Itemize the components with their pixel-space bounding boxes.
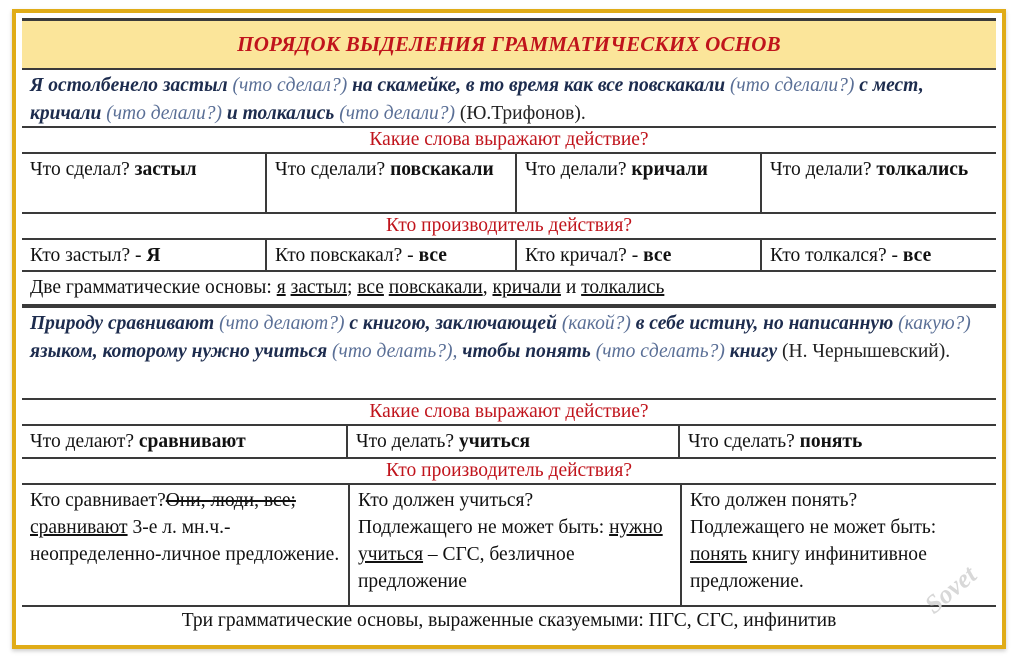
cell: Что делали? кричали [517,154,762,212]
question: (что делали?) [339,103,455,124]
question: (что сделали?) [729,75,855,96]
table-frame: ПОРЯДОК ВЫДЕЛЕНИЯ ГРАММАТИЧЕСКИХ ОСНОВ Я… [12,9,1006,649]
cell: Две грамматические основы: я застыл; все… [30,277,665,298]
cell: Кто должен учиться? Подлежащего не может … [350,485,682,605]
cell: Что сделал? застыл [22,154,267,212]
sentence-part: с мест, кричали [30,75,924,124]
question: (что сделал?) [232,75,348,96]
cell: Кто повскакал? - все [267,240,517,270]
cell: Что делать? учиться [348,426,680,457]
cell: Что делают? сравнивают [22,426,348,457]
section-header: Какие слова выражают действие? [22,400,996,426]
agent-row-1: Кто застыл? - Я Кто повскакал? - все Кто… [22,240,996,272]
section-header: Кто производитель действия? [22,214,996,240]
agent-row-2: Кто сравнивает?Они, люди, все; сравниваю… [22,485,996,607]
sentence-part: и толкались [226,103,335,124]
cell: Кто сравнивает?Они, люди, все; сравниваю… [22,485,350,605]
cell: Что делали? толкались [770,159,969,180]
section-header: Кто производитель действия? [22,459,996,485]
sentence-part: Я остолбенело застыл [30,75,228,96]
section-header: Какие слова выражают действие? [22,128,996,154]
action-row-2: Что делают? сравнивают Что делать? учить… [22,426,996,459]
cell: Кто кричал? - все [517,240,762,270]
table-title: ПОРЯДОК ВЫДЕЛЕНИЯ ГРАММАТИЧЕСКИХ ОСНОВ [22,18,996,70]
question: (что делали?) [106,103,222,124]
example-sentence-2: Природу сравнивают (что делают?) с книго… [22,306,996,400]
cell: Кто толкался? - все [770,245,932,266]
cell: Что сделать? понять [688,431,863,452]
summary-1: Две грамматические основы: я застыл; все… [22,272,996,306]
cell: Кто должен понять? Подлежащего не может б… [690,490,937,592]
example-sentence-1: Я остолбенело застыл (что сделал?) на ск… [22,70,996,128]
sentence-part: на скамейке, в то время как все повскака… [352,75,726,96]
author: (Ю.Трифонов). [459,103,586,124]
action-row-1: Что сделал? застыл Что сделали? повскака… [22,154,996,214]
cell: Что сделали? повскакали [267,154,517,212]
footer-summary: Три грамматические основы, выраженные ск… [181,610,837,631]
cell: Кто застыл? - Я [22,240,267,270]
